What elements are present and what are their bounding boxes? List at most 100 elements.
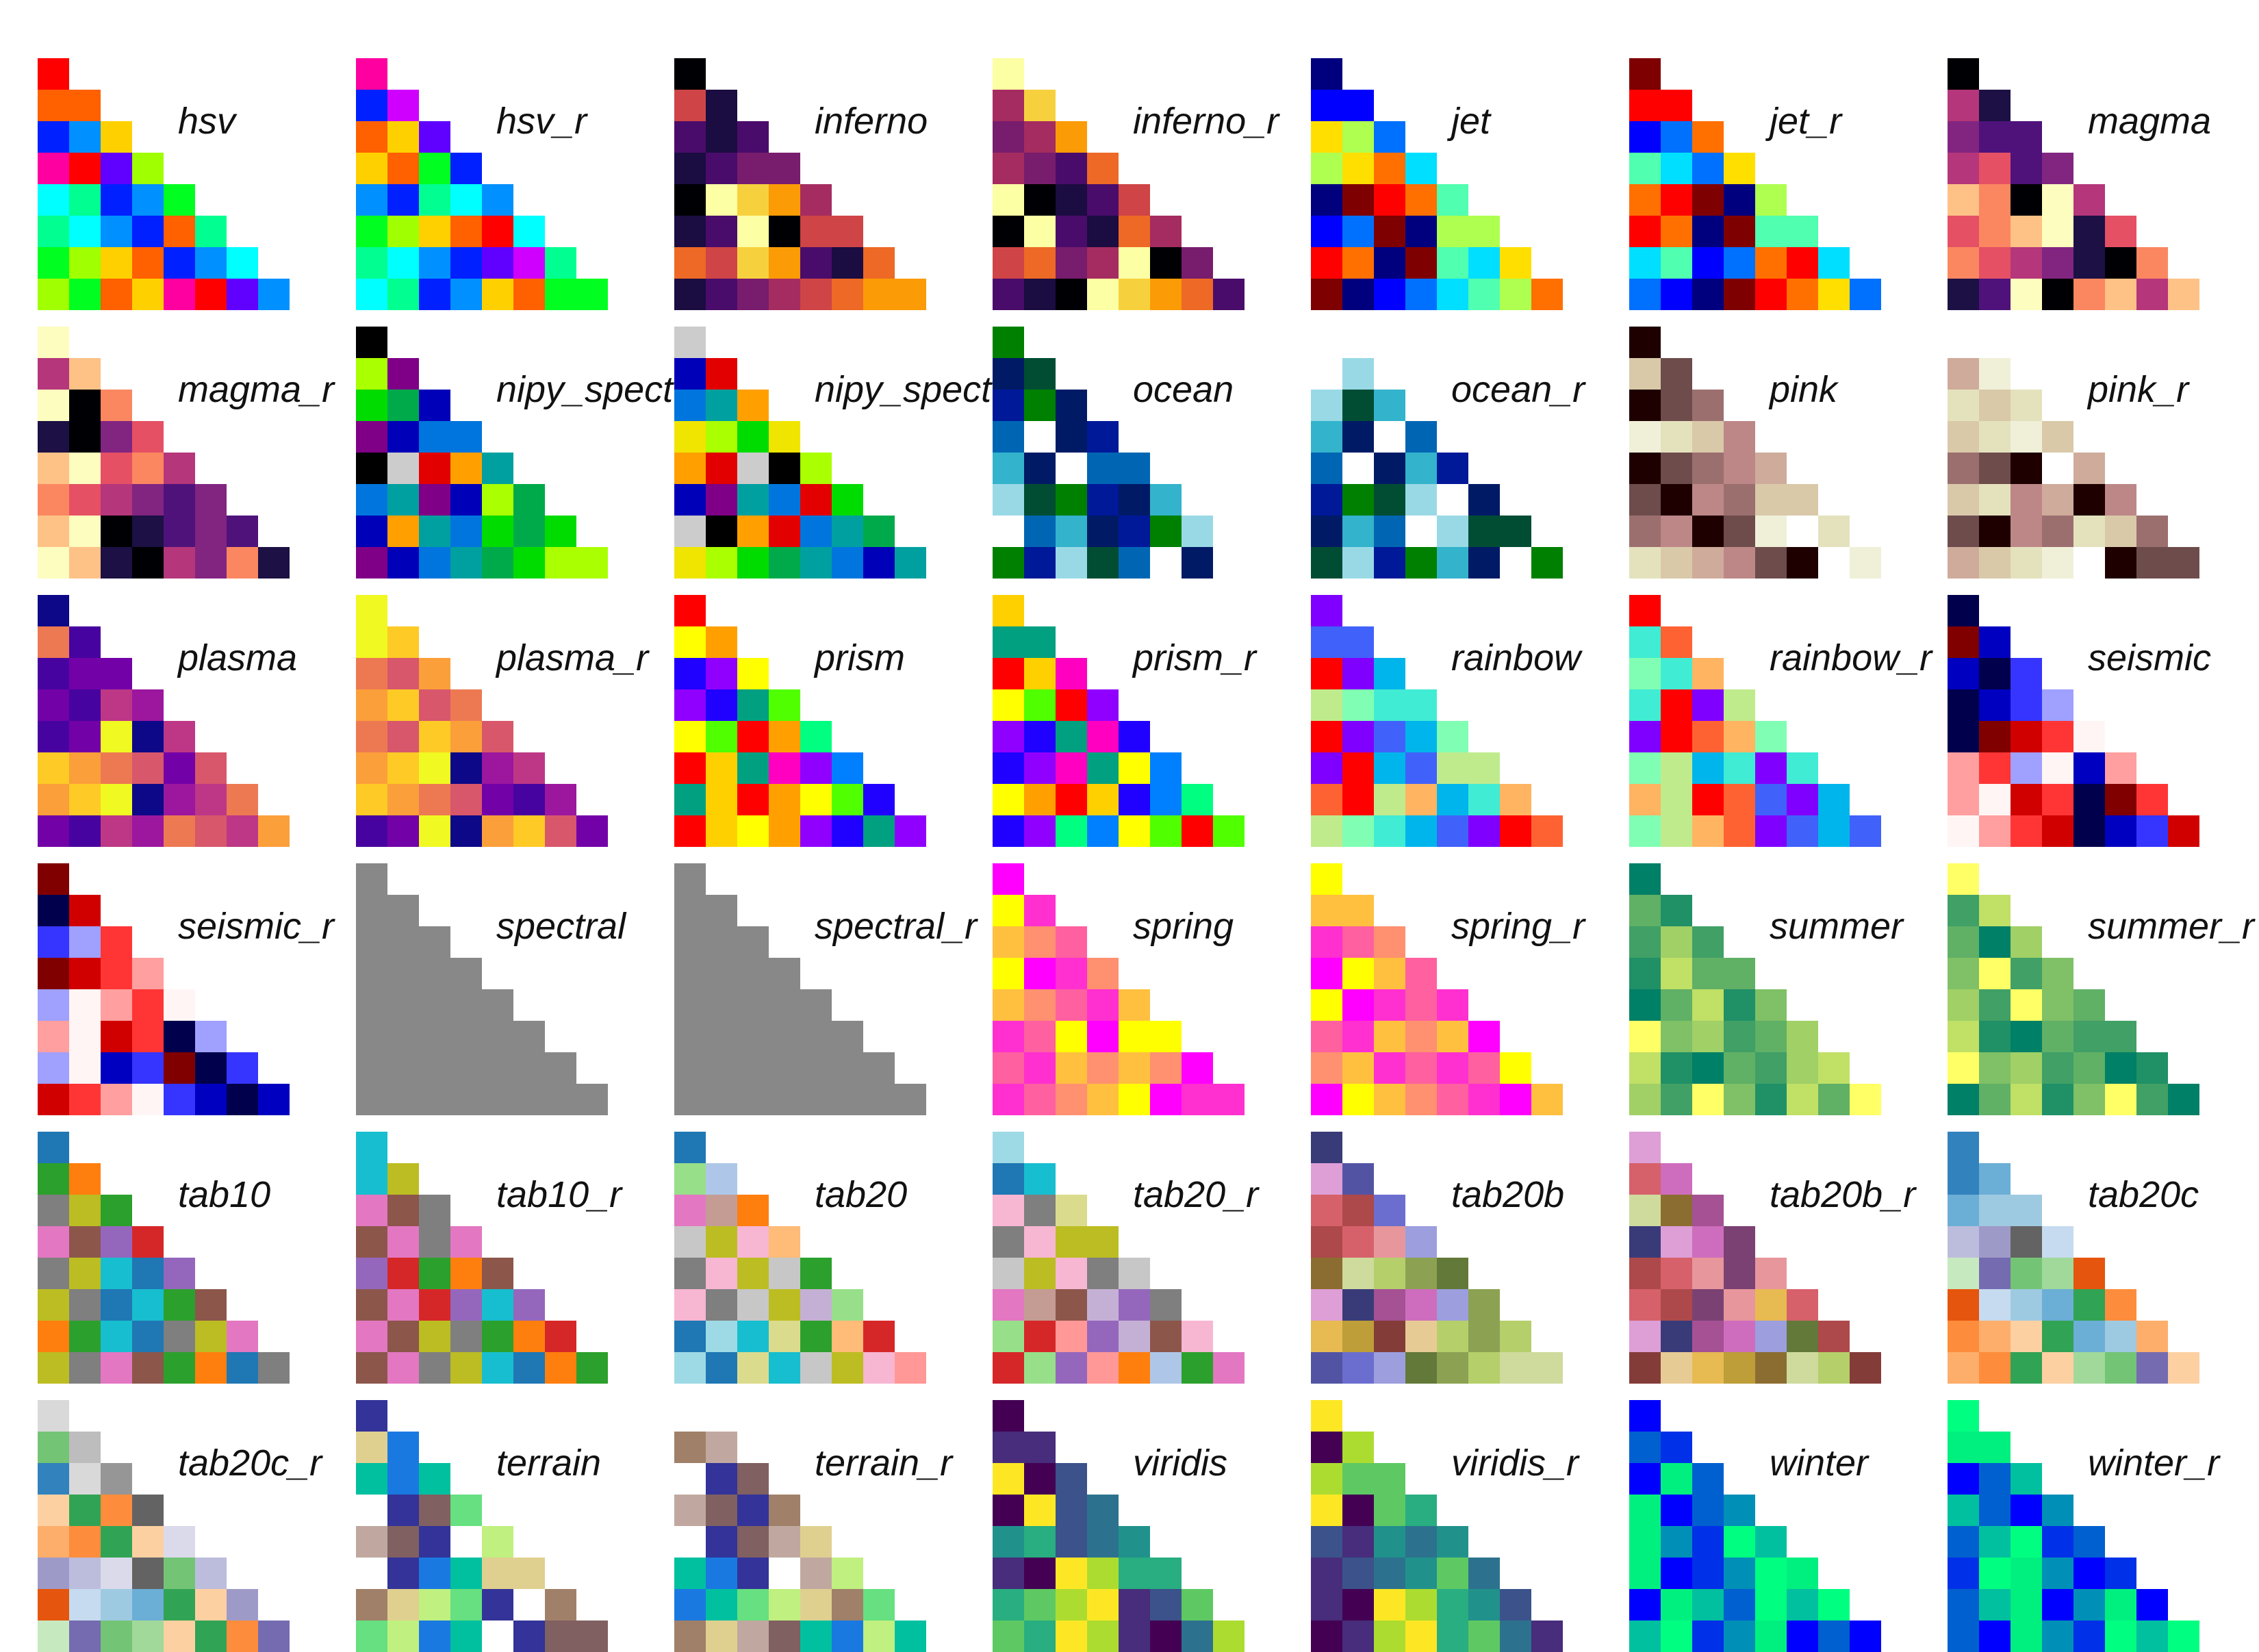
matrix-cell — [1024, 279, 1056, 310]
matrix-cell — [132, 547, 164, 579]
matrix-cell — [387, 626, 419, 658]
matrix-cell — [195, 1621, 227, 1652]
matrix-cell — [1119, 247, 1150, 279]
matrix-cell — [132, 516, 164, 547]
matrix-cell — [1182, 1321, 1213, 1352]
matrix-cell — [1024, 1352, 1056, 1384]
matrix-cell — [1150, 1558, 1182, 1589]
matrix-cell — [227, 1352, 258, 1384]
matrix-cell — [69, 453, 101, 484]
matrix-cell — [1755, 453, 1787, 484]
matrix-cell — [1979, 926, 2011, 958]
matrix-cell — [1213, 1352, 1245, 1384]
matrix-cell — [1724, 784, 1755, 815]
matrix-cell — [993, 1400, 1024, 1432]
matrix-cell — [895, 815, 926, 847]
matrix-cell — [1437, 247, 1468, 279]
matrix-cell — [101, 1321, 132, 1352]
matrix-cell — [1979, 1352, 2011, 1384]
matrix-cell — [195, 784, 227, 815]
matrix-cell — [2042, 153, 2073, 184]
matrix-cell — [1661, 752, 1692, 784]
matrix-cell — [356, 516, 387, 547]
matrix-cell — [356, 1400, 387, 1432]
matrix-cell — [450, 1589, 482, 1621]
matrix-cell — [387, 815, 419, 847]
matrix-cell — [132, 1258, 164, 1289]
matrix-cell — [1948, 484, 1979, 516]
matrix-cell — [356, 784, 387, 815]
matrix-cell — [38, 658, 69, 689]
matrix-cell — [38, 926, 69, 958]
matrix-cell — [482, 721, 513, 752]
colormap-triangle — [1948, 595, 2199, 847]
matrix-cell — [2136, 1052, 2168, 1084]
matrix-cell — [2011, 1084, 2042, 1115]
matrix-cell — [1056, 721, 1087, 752]
matrix-cell — [674, 784, 706, 815]
matrix-cell — [38, 216, 69, 247]
matrix-cell — [1182, 516, 1213, 547]
matrix-cell — [1979, 453, 2011, 484]
matrix-cell — [545, 1084, 576, 1115]
matrix-cell — [513, 484, 545, 516]
matrix-cell — [1948, 1558, 1979, 1589]
matrix-cell — [419, 216, 450, 247]
matrix-cell — [1311, 689, 1342, 721]
matrix-cell — [164, 1589, 195, 1621]
matrix-cell — [1087, 184, 1119, 216]
matrix-cell — [737, 453, 769, 484]
matrix-cell — [674, 90, 706, 121]
matrix-cell — [387, 1589, 419, 1621]
matrix-cell — [387, 721, 419, 752]
matrix-cell — [1948, 1226, 1979, 1258]
matrix-cell — [419, 1021, 450, 1052]
matrix-cell — [769, 1289, 800, 1321]
matrix-cell — [38, 1400, 69, 1432]
matrix-cell — [1818, 247, 1850, 279]
matrix-cell — [2042, 216, 2073, 247]
matrix-cell — [227, 1052, 258, 1084]
matrix-cell — [419, 1321, 450, 1352]
matrix-cell — [1500, 279, 1531, 310]
matrix-cell — [1948, 421, 1979, 453]
matrix-cell — [1661, 1432, 1692, 1463]
matrix-cell — [69, 989, 101, 1021]
matrix-cell — [1311, 1495, 1342, 1526]
matrix-cell — [706, 752, 737, 784]
matrix-cell — [1692, 279, 1724, 310]
matrix-cell — [1948, 1289, 1979, 1321]
matrix-cell — [419, 958, 450, 989]
matrix-cell — [1342, 1021, 1374, 1052]
matrix-cell — [1661, 484, 1692, 516]
matrix-cell — [419, 1052, 450, 1084]
matrix-cell — [513, 247, 545, 279]
matrix-cell — [132, 689, 164, 721]
matrix-cell — [1374, 658, 1405, 689]
matrix-cell — [387, 1526, 419, 1558]
matrix-cell — [1629, 626, 1661, 658]
matrix-cell — [1755, 1352, 1787, 1384]
matrix-cell — [1182, 247, 1213, 279]
matrix-cell — [1948, 1052, 1979, 1084]
matrix-cell — [38, 1321, 69, 1352]
matrix-cell — [1787, 1621, 1818, 1652]
matrix-cell — [387, 358, 419, 390]
matrix-cell — [1374, 1021, 1405, 1052]
matrix-cell — [69, 815, 101, 847]
matrix-cell — [1755, 1258, 1787, 1289]
matrix-cell — [1437, 1526, 1468, 1558]
matrix-cell — [69, 279, 101, 310]
matrix-cell — [227, 784, 258, 815]
matrix-cell — [387, 1052, 419, 1084]
matrix-cell — [1692, 1589, 1724, 1621]
matrix-cell — [227, 516, 258, 547]
colormap-triangle — [1629, 863, 1881, 1115]
matrix-cell — [1755, 247, 1787, 279]
matrix-cell — [2042, 1021, 2073, 1052]
matrix-cell — [800, 1621, 832, 1652]
matrix-cell — [1755, 1289, 1787, 1321]
matrix-cell — [1661, 184, 1692, 216]
matrix-cell — [1629, 58, 1661, 90]
matrix-cell — [1724, 752, 1755, 784]
